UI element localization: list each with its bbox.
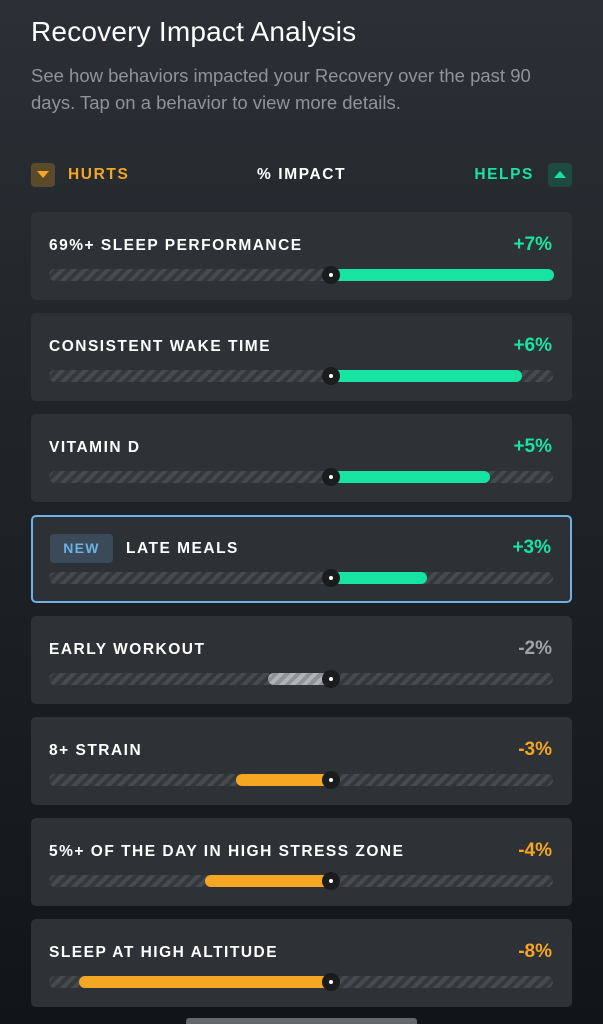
impact-bar-fill (331, 370, 522, 382)
baseline-marker (322, 569, 340, 587)
behavior-label: EARLY WORKOUT (49, 641, 206, 658)
impact-bar-track (49, 569, 553, 587)
behavior-label: VITAMIN D (49, 439, 141, 456)
impact-value: +3% (512, 537, 551, 558)
behavior-row[interactable]: SLEEP AT HIGH ALTITUDE -8% (31, 919, 572, 1007)
behavior-row[interactable]: 8+ STRAIN -3% (31, 717, 572, 805)
behavior-label: LATE MEALS (126, 540, 239, 557)
impact-bar-fill (236, 774, 331, 786)
behavior-row[interactable]: EARLY WORKOUT -2% (31, 616, 572, 704)
caret-up-icon (554, 171, 566, 178)
impact-bar-track (49, 367, 553, 385)
impact-bar-track (49, 670, 553, 688)
page-title: Recovery Impact Analysis (31, 16, 357, 47)
baseline-marker (322, 468, 340, 486)
impact-bar-track (49, 468, 553, 486)
behavior-row[interactable]: VITAMIN D +5% (31, 414, 572, 502)
behavior-label: SLEEP AT HIGH ALTITUDE (49, 944, 279, 961)
impact-bar-fill (331, 269, 554, 281)
impact-value: +7% (513, 234, 552, 255)
baseline-marker (322, 872, 340, 890)
impact-bar-fill (268, 673, 331, 685)
impact-label: % IMPACT (257, 166, 347, 183)
impact-legend: HURTS % IMPACT HELPS (31, 162, 572, 188)
behavior-row[interactable]: CONSISTENT WAKE TIME +6% (31, 313, 572, 401)
impact-value: -4% (518, 840, 552, 861)
behavior-label: 5%+ OF THE DAY IN HIGH STRESS ZONE (49, 843, 405, 860)
behavior-label: CONSISTENT WAKE TIME (49, 338, 272, 355)
caret-down-icon (37, 171, 49, 178)
impact-bar-fill (331, 572, 427, 584)
new-badge: NEW (50, 534, 113, 563)
impact-bar-track (49, 973, 553, 991)
baseline-marker (322, 670, 340, 688)
impact-bar-track (49, 872, 553, 890)
page-subtitle: See how behaviors impacted your Recovery… (31, 65, 531, 113)
impact-bar-track (49, 771, 553, 789)
impact-bar-fill (205, 875, 331, 887)
hurts-label: HURTS (68, 166, 130, 183)
impact-value: -8% (518, 941, 552, 962)
behavior-label: 8+ STRAIN (49, 742, 143, 759)
behavior-row[interactable]: 5%+ OF THE DAY IN HIGH STRESS ZONE -4% (31, 818, 572, 906)
impact-value: +6% (513, 335, 552, 356)
baseline-marker (322, 266, 340, 284)
baseline-marker (322, 367, 340, 385)
baseline-marker (322, 973, 340, 991)
helps-label: HELPS (474, 166, 534, 183)
impact-bar-fill (79, 976, 331, 988)
helps-toggle-button[interactable] (548, 163, 572, 187)
impact-bar-track (49, 266, 554, 284)
hurts-toggle-button[interactable] (31, 163, 55, 187)
home-indicator (186, 1018, 417, 1024)
impact-bar-fill (331, 471, 490, 483)
behavior-row[interactable]: NEW LATE MEALS +3% (31, 515, 572, 603)
behavior-label: 69%+ SLEEP PERFORMANCE (49, 237, 303, 254)
behavior-row[interactable]: 69%+ SLEEP PERFORMANCE +7% (31, 212, 572, 300)
impact-value: -2% (518, 638, 552, 659)
impact-value: +5% (513, 436, 552, 457)
baseline-marker (322, 771, 340, 789)
impact-value: -3% (518, 739, 552, 760)
